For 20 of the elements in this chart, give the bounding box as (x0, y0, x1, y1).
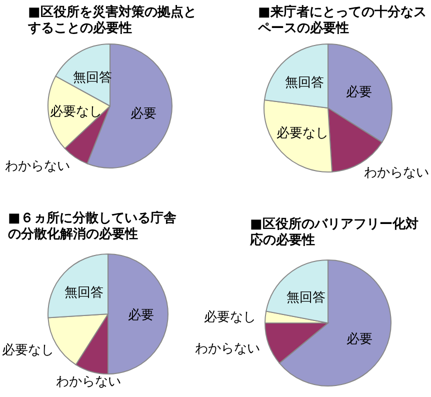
slice-label: 無回答 (73, 70, 112, 86)
slice-label: わからない (56, 374, 122, 390)
slice-label: 無回答 (64, 285, 104, 300)
slice-label: 必要なし (2, 343, 54, 358)
slice-label: 必要 (130, 106, 156, 122)
slice-label: 必要なし (204, 310, 256, 326)
slice-label: 必要なし (50, 104, 102, 120)
slice-label: わからない (364, 165, 429, 180)
slice-label: わからない (194, 342, 260, 357)
slice-label: 必要なし (276, 126, 328, 142)
chart-title: ■６ヵ所に分散している庁舎の分散化解消の必要性 (8, 210, 176, 242)
slice-label: 必要 (346, 332, 372, 347)
slice-label: 必要 (346, 85, 372, 100)
slice-label: 必要 (128, 308, 154, 323)
slice-label: わからない (4, 158, 70, 174)
slice-label: 無回答 (285, 76, 324, 91)
chart-title: ■来庁者にとっての十分なスペースの必要性 (257, 4, 426, 36)
chart-title: ■区役所のバリアフリー化対応の必要性 (249, 216, 418, 248)
chart-title: ■区役所を災害対策の拠点とすることの必要性 (27, 4, 196, 36)
slice-label: 無回答 (286, 290, 326, 306)
